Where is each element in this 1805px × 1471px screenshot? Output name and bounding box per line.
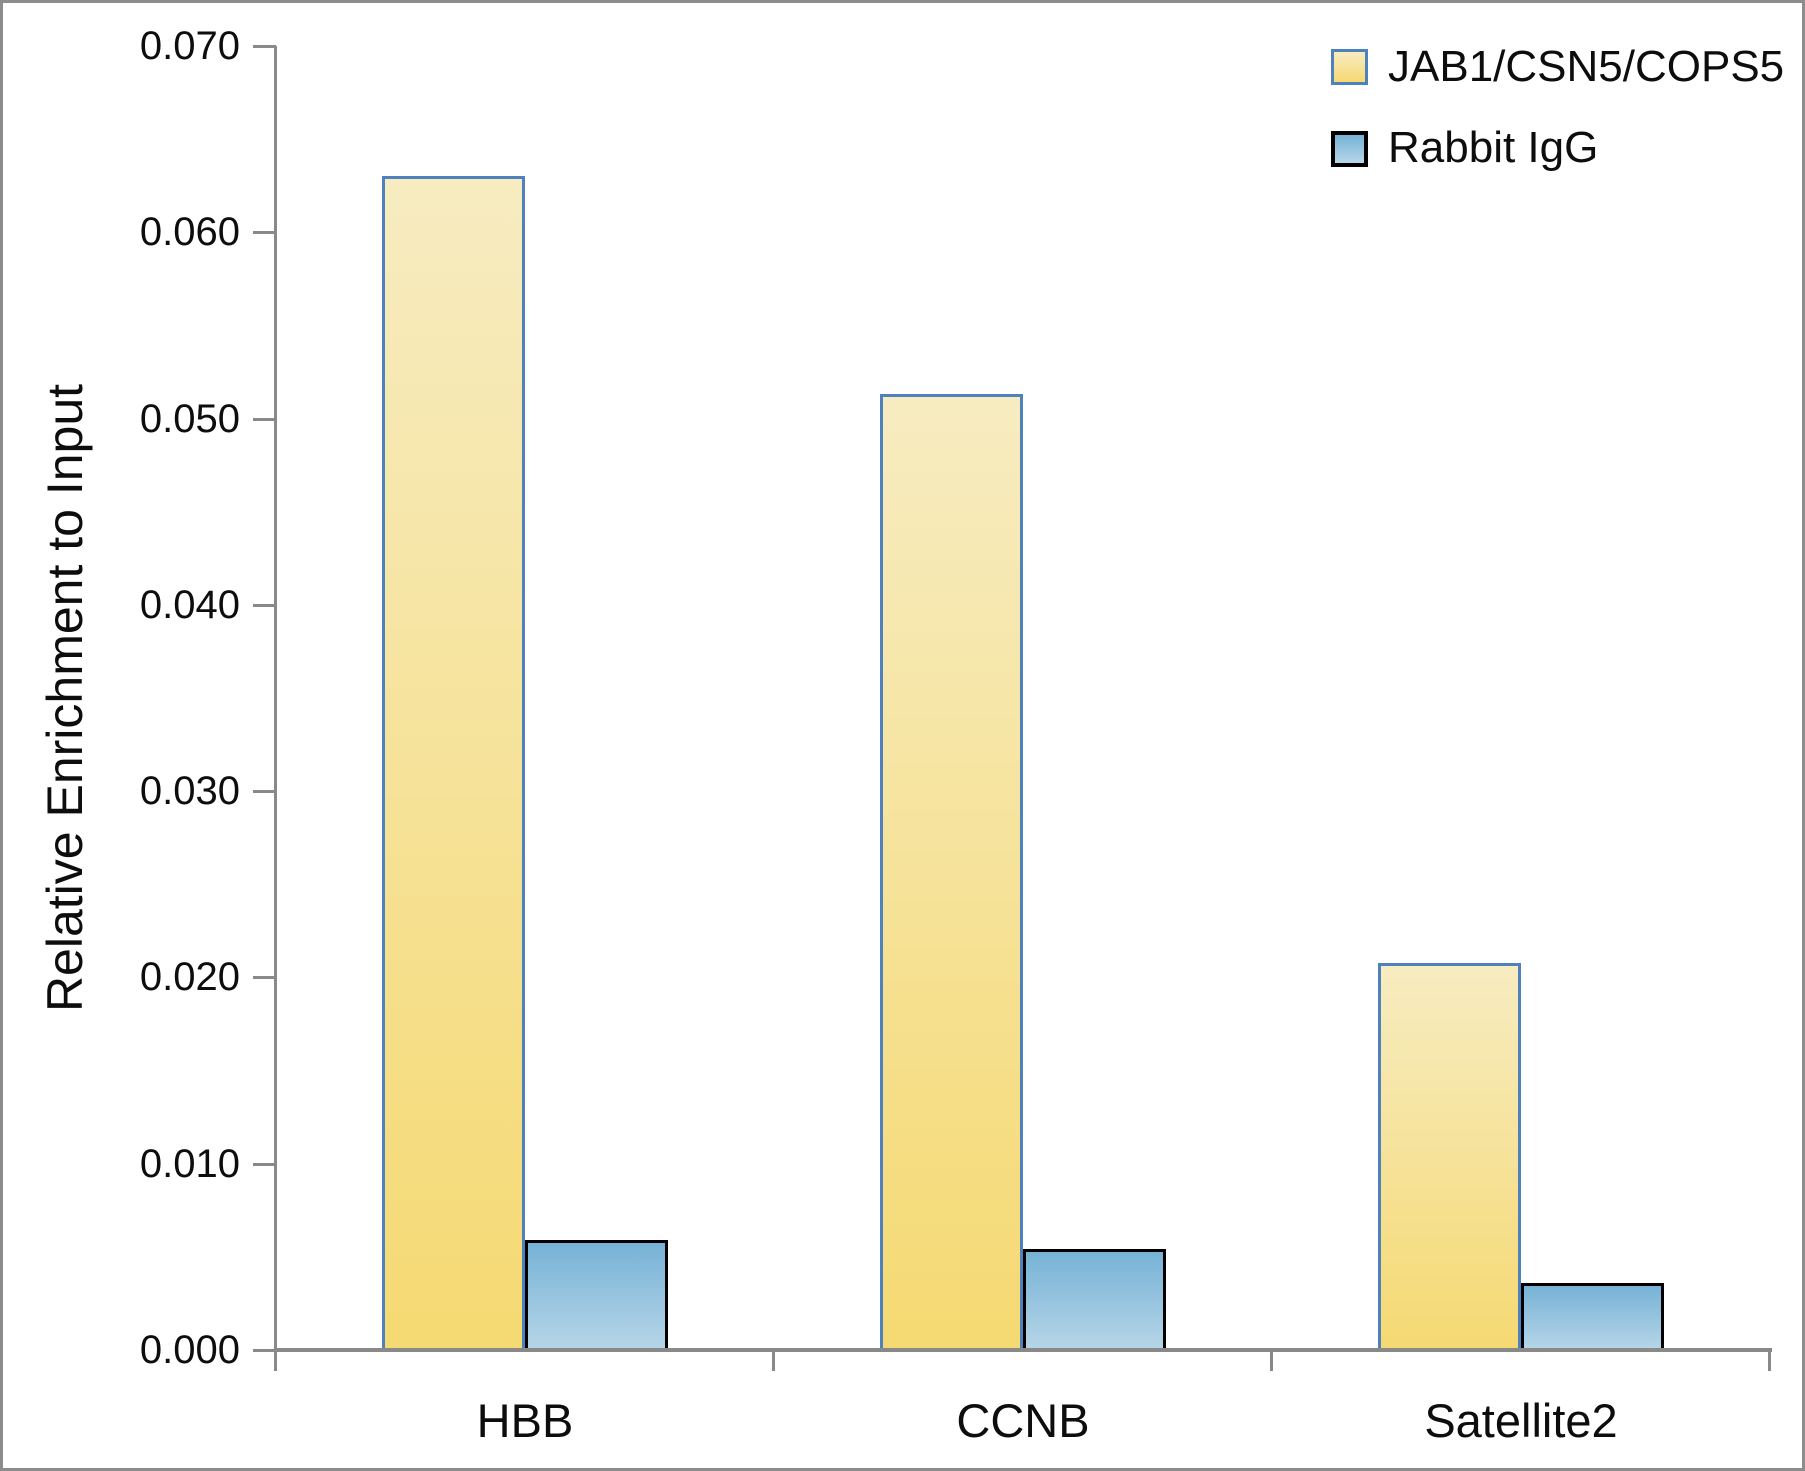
y-tick-mark [253,603,276,607]
y-tick-mark [253,976,276,980]
y-tick-label: 0.050 [139,396,240,441]
y-tick-mark [253,1349,276,1352]
y-tick-label: 0.000 [139,1328,240,1372]
legend: JAB1/CSN5/COPS5 Rabbit IgG [1331,42,1785,173]
legend-swatch-2 [1331,130,1368,167]
y-tick-label: 0.020 [139,955,240,1000]
bar-series2-ccnb [1023,1249,1166,1350]
x-boundary-tick [274,1350,277,1371]
y-tick-label: 0.040 [139,582,240,627]
y-axis-line [274,46,277,1352]
bar-series2-satellite2 [1521,1282,1664,1350]
bar-series1-satellite2 [1378,962,1521,1350]
legend-item-1: JAB1/CSN5/COPS5 [1331,42,1785,91]
bar-series1-hbb [382,176,525,1350]
y-axis-title: Relative Enrichment to Input [37,383,93,1013]
y-tick-label: 0.060 [139,210,240,255]
x-boundary-tick [772,1350,775,1371]
y-tick-mark [253,231,276,235]
x-category-label-hbb: HBB [476,1394,574,1447]
legend-item-2: Rabbit IgG [1331,123,1784,173]
bar-series2-hbb [525,1240,668,1350]
x-boundary-tick [1768,1350,1771,1371]
x-axis-line [274,1348,1772,1352]
y-tick-label: 0.030 [139,769,240,814]
y-tick-label: 0.010 [139,1141,240,1186]
x-boundary-tick [1270,1350,1273,1371]
y-tick-mark [253,790,276,794]
y-tick-mark [253,45,276,48]
x-category-label-satellite2: Satellite2 [1424,1394,1618,1447]
y-tick-label: 0.070 [139,24,240,68]
legend-label-1: JAB1/CSN5/COPS5 [1388,42,1785,91]
y-tick-mark [253,1162,276,1166]
legend-label-2: Rabbit IgG [1388,123,1599,173]
x-category-label-ccnb: CCNB [956,1394,1090,1447]
legend-swatch-1 [1331,49,1368,86]
y-tick-mark [253,417,276,421]
bar-series1-ccnb [880,394,1023,1350]
